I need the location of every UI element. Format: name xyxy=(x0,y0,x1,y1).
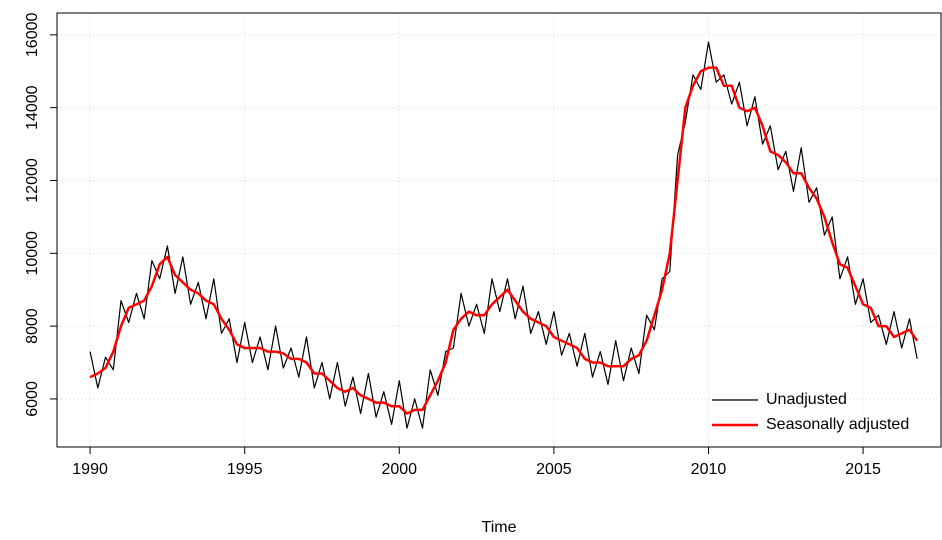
x-tick-label: 2010 xyxy=(691,461,727,478)
series-line xyxy=(89,41,918,429)
y-tick-label: 12000 xyxy=(24,158,41,203)
x-tick-label: 2015 xyxy=(845,461,881,478)
series-line xyxy=(89,66,919,415)
y-tick-label: 16000 xyxy=(24,13,41,58)
x-tick-label: 1995 xyxy=(227,461,263,478)
y-tick-label: 10000 xyxy=(24,231,41,276)
y-tick-label: 14000 xyxy=(24,85,41,130)
x-axis-label: Time xyxy=(482,519,517,536)
x-tick-label: 1990 xyxy=(72,461,108,478)
legend-label: Unadjusted xyxy=(766,391,847,408)
y-tick-label: 6000 xyxy=(24,381,41,417)
legend-label: Seasonally adjusted xyxy=(766,416,909,433)
x-tick-label: 2000 xyxy=(381,461,417,478)
y-tick-label: 8000 xyxy=(24,308,41,344)
x-tick-label: 2005 xyxy=(536,461,572,478)
plot-frame xyxy=(56,12,942,448)
